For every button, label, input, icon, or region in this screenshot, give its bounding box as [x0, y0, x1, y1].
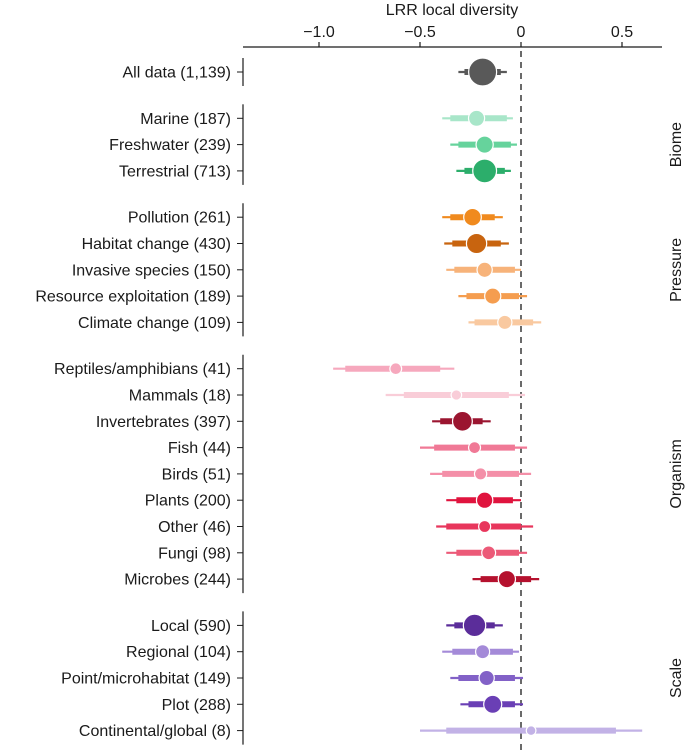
estimate-point	[475, 491, 494, 509]
forest-row: Regional (104)	[126, 644, 519, 661]
group-labels-layer: Biome Pressure Organism Scale	[668, 122, 685, 698]
group-label: Biome	[668, 122, 685, 167]
row-label: Climate change (109)	[78, 315, 231, 332]
estimate-point	[389, 362, 403, 376]
estimate-point	[467, 109, 486, 127]
forest-row: Local (590)	[151, 613, 503, 638]
row-label: Fish (44)	[168, 440, 231, 457]
estimate-point	[475, 135, 494, 154]
row-label: Mammals (18)	[129, 388, 231, 405]
row-label: Birds (51)	[162, 466, 231, 483]
x-tick-label: 0.5	[611, 24, 633, 41]
estimate-point	[463, 207, 482, 227]
estimate-point	[497, 569, 517, 589]
x-axis-title: LRR local diversity	[386, 2, 518, 19]
row-label: Plot (288)	[162, 697, 231, 714]
row-label: Terrestrial (713)	[119, 163, 231, 180]
forest-row: Terrestrial (713)	[119, 158, 511, 184]
estimate-point	[484, 287, 502, 305]
x-tick-label: −1.0	[303, 24, 335, 41]
estimate-point	[474, 644, 491, 660]
estimate-point	[497, 314, 513, 331]
rows-layer: All data (1,139) Marine (187) Freshwater (…	[35, 57, 643, 745]
forest-row: All data (1,139)	[122, 57, 507, 87]
row-label: Resource exploitation (189)	[35, 289, 231, 306]
estimate-point	[451, 410, 473, 432]
forest-row: Marine (187)	[140, 109, 513, 128]
estimate-point	[478, 519, 492, 534]
group-label: Pressure	[668, 238, 685, 302]
group-label: Scale	[668, 658, 685, 698]
forest-row: Plants (200)	[145, 491, 521, 510]
estimate-point	[450, 389, 463, 401]
forest-row: Invertebrates (397)	[96, 410, 491, 432]
x-axis: −1.0 −0.5 0 0.5	[243, 24, 662, 48]
group-label: Organism	[668, 439, 685, 508]
forest-row: Point/microhabitat (149)	[61, 669, 524, 688]
row-label: Invertebrates (397)	[96, 414, 231, 431]
row-label: Plants (200)	[145, 493, 231, 510]
x-tick-label: 0	[517, 24, 526, 41]
row-label: Pollution (261)	[128, 210, 231, 227]
row-label: Local (590)	[151, 618, 231, 635]
row-label: All data (1,139)	[122, 65, 231, 82]
forest-row: Fish (44)	[168, 440, 528, 457]
row-label: Freshwater (239)	[109, 137, 231, 154]
forest-row: Other (46)	[158, 519, 534, 536]
row-label: Other (46)	[158, 519, 231, 536]
estimate-point	[467, 441, 482, 455]
estimate-point	[481, 545, 497, 561]
forest-row: Pollution (261)	[128, 207, 503, 227]
forest-row: Climate change (109)	[78, 314, 542, 332]
forest-row: Birds (51)	[162, 466, 532, 483]
estimate-point	[462, 613, 487, 638]
estimate-point	[468, 57, 498, 87]
forest-row: Plot (288)	[162, 694, 524, 714]
forest-row: Resource exploitation (189)	[35, 287, 528, 306]
row-label: Microbes (244)	[124, 572, 231, 589]
estimate-point	[473, 467, 488, 481]
estimate-point	[478, 669, 495, 687]
forest-row: Mammals (18)	[129, 388, 526, 405]
row-label: Invasive species (150)	[72, 262, 231, 279]
forest-row: Fungi (98)	[158, 545, 528, 562]
estimate-point	[476, 261, 493, 279]
estimate-point	[472, 158, 498, 184]
row-label: Habitat change (430)	[82, 236, 231, 253]
forest-row: Reptiles/amphibians (41)	[54, 361, 455, 378]
row-label: Reptiles/amphibians (41)	[54, 361, 231, 378]
forest-row: Habitat change (430)	[82, 232, 509, 255]
forest-row: Freshwater (239)	[109, 135, 517, 154]
row-label: Fungi (98)	[158, 545, 231, 562]
forest-row: Invasive species (150)	[72, 261, 521, 279]
estimate-point	[465, 232, 488, 255]
forest-row: Microbes (244)	[124, 569, 540, 589]
row-label: Regional (104)	[126, 644, 231, 661]
row-label: Point/microhabitat (149)	[61, 671, 231, 688]
x-tick-label: −0.5	[404, 24, 436, 41]
forest-row: Continental/global (8)	[79, 723, 643, 740]
row-label: Marine (187)	[140, 111, 231, 128]
estimate-point	[483, 694, 503, 714]
row-label: Continental/global (8)	[79, 723, 231, 740]
estimate-point	[525, 725, 537, 737]
